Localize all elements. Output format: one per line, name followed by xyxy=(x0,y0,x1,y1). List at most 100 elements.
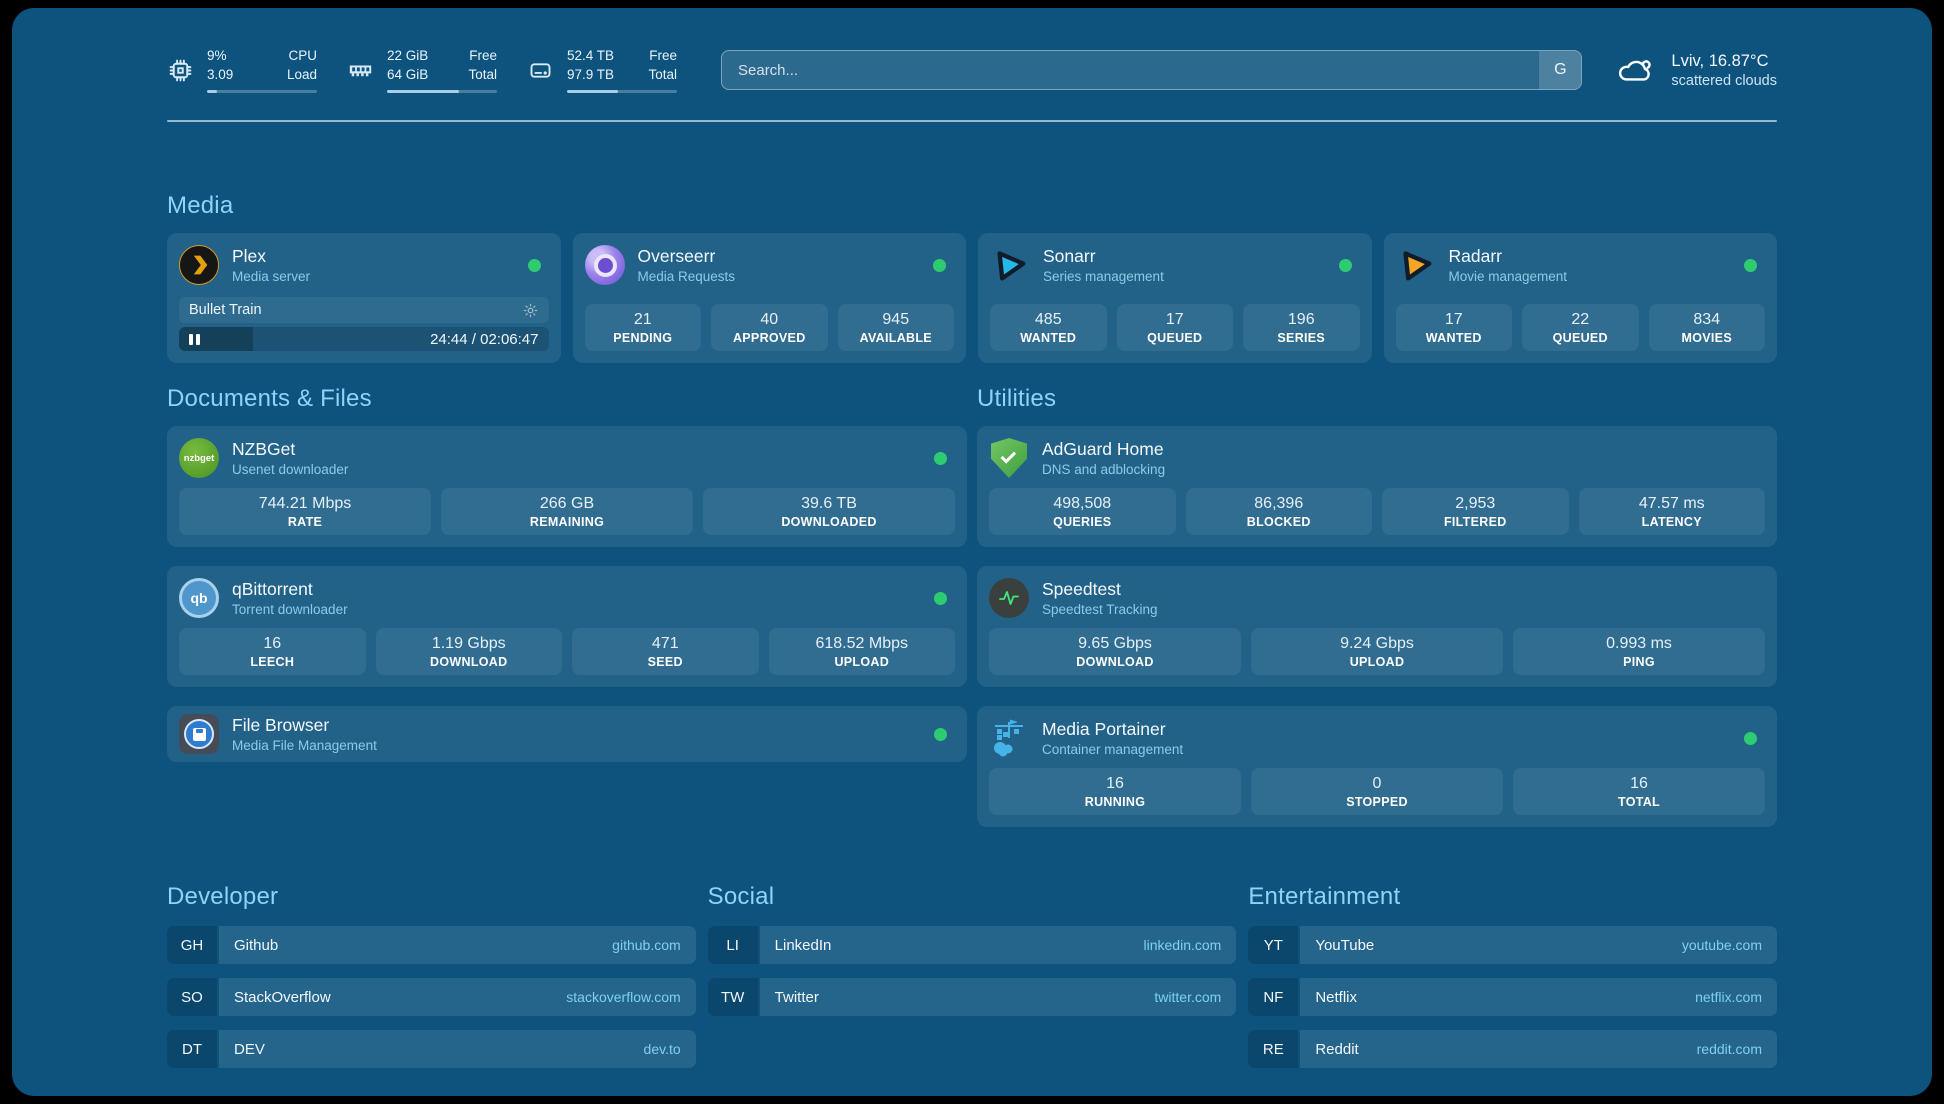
card-portainer[interactable]: Media Portainer Container management 16 … xyxy=(977,706,1777,827)
stat-tile: 39.6 TB DOWNLOADED xyxy=(703,488,955,535)
stat-tile: 834 MOVIES xyxy=(1648,304,1765,351)
filebrowser-logo-icon xyxy=(179,714,219,754)
stat-tile: 618.52 Mbps UPLOAD xyxy=(768,628,955,675)
stat-tile: 744.21 Mbps RATE xyxy=(179,488,431,535)
plex-logo-icon xyxy=(179,245,219,285)
bookmark-github[interactable]: GH Github github.com xyxy=(167,926,696,964)
stat-tile: 40 APPROVED xyxy=(711,304,828,351)
card-subtitle: Container management xyxy=(1042,742,1184,757)
card-subtitle: Movie management xyxy=(1448,269,1568,284)
weather-location-temp: Lviv, 16.87°C xyxy=(1671,51,1769,70)
bookmark-name: Github xyxy=(234,936,279,954)
memory-label-2: Total xyxy=(468,66,497,82)
top-bar: 9% 3.09 CPU Load xyxy=(167,42,1777,98)
header-divider xyxy=(167,120,1777,122)
status-dot xyxy=(933,258,946,272)
search-input[interactable] xyxy=(721,50,1583,90)
search-provider-button[interactable]: G xyxy=(1539,51,1582,89)
bookmark-group-entertainment: Entertainment YT YouTube youtube.com NF … xyxy=(1248,883,1777,1068)
bookmark-name: YouTube xyxy=(1315,936,1375,954)
card-title: Sonarr xyxy=(1043,246,1096,266)
cpu-progress-track xyxy=(207,89,317,94)
stat-tile: 498,508 QUERIES xyxy=(989,488,1176,535)
card-nzbget[interactable]: nzbget NZBGet Usenet downloader 744.21 M… xyxy=(167,426,967,547)
speedtest-logo-icon xyxy=(989,578,1029,618)
card-speedtest[interactable]: Speedtest Speedtest Tracking 9.65 Gbps D… xyxy=(977,566,1777,687)
card-title: NZBGet xyxy=(232,439,296,459)
status-dot xyxy=(1744,258,1757,272)
bookmark-name: StackOverflow xyxy=(234,988,331,1006)
bookmark-url: dev.to xyxy=(643,1041,681,1057)
bookmark-youtube[interactable]: YT YouTube youtube.com xyxy=(1248,926,1777,964)
stat-tile: 1.19 Gbps DOWNLOAD xyxy=(375,628,562,675)
cpu-label-2: Load xyxy=(286,66,317,82)
resource-cpu: 9% 3.09 CPU Load xyxy=(167,47,317,94)
card-radarr[interactable]: Radarr Movie management 17 WANTED 22 QUE… xyxy=(1383,233,1777,363)
stat-tile: 471 SEED xyxy=(572,628,759,675)
memory-free: 22 GiB xyxy=(387,47,429,63)
cpu-progress-fill xyxy=(207,89,217,94)
bookmark-url: twitter.com xyxy=(1154,989,1222,1005)
stat-tile: 17 QUEUED xyxy=(1116,304,1233,351)
weather-widget[interactable]: Lviv, 16.87°C scattered clouds xyxy=(1616,52,1777,89)
card-subtitle: Series management xyxy=(1043,269,1164,284)
card-sonarr[interactable]: Sonarr Series management 485 WANTED 17 Q… xyxy=(978,233,1372,363)
card-title: Overseerr xyxy=(637,246,716,266)
playback-progress-bar[interactable]: 24:44 / 02:06:47 xyxy=(179,327,549,351)
bookmark-url: stackoverflow.com xyxy=(566,989,681,1005)
nzbget-logo-icon: nzbget xyxy=(179,438,219,478)
search-bar: G xyxy=(721,50,1583,90)
gear-icon[interactable] xyxy=(522,302,539,319)
now-playing-title: Bullet Train xyxy=(189,302,262,318)
bookmark-group-social: Social LI LinkedIn linkedin.com TW Twitt… xyxy=(707,883,1237,1068)
cpu-label-1: CPU xyxy=(288,47,317,63)
card-filebrowser[interactable]: File Browser Media File Management xyxy=(167,706,967,762)
card-title: File Browser xyxy=(232,715,330,735)
card-overseerr[interactable]: Overseerr Media Requests 21 PENDING 40 A… xyxy=(572,233,966,363)
bookmark-url: youtube.com xyxy=(1681,937,1762,953)
stat-tile: 16 RUNNING xyxy=(989,768,1241,815)
bookmark-abbr: TW xyxy=(707,978,758,1016)
cpu-icon xyxy=(169,59,192,81)
bookmark-abbr: NF xyxy=(1248,978,1299,1016)
card-subtitle: DNS and adblocking xyxy=(1042,462,1166,477)
section-media: Media Plex Media server Bullet Train xyxy=(167,192,1777,363)
overseerr-logo-icon xyxy=(584,245,625,285)
card-plex[interactable]: Plex Media server Bullet Train xyxy=(167,233,561,363)
stat-tile: 0 STOPPED xyxy=(1251,768,1503,815)
bookmark-linkedin[interactable]: LI LinkedIn linkedin.com xyxy=(707,926,1237,964)
weather-condition: scattered clouds xyxy=(1671,72,1777,89)
stat-tile: 945 AVAILABLE xyxy=(837,304,954,351)
stat-tile: 16 TOTAL xyxy=(1513,768,1765,815)
card-subtitle: Media Requests xyxy=(637,269,736,284)
bookmark-stackoverflow[interactable]: SO StackOverflow stackoverflow.com xyxy=(167,978,696,1016)
bookmark-dev[interactable]: DT DEV dev.to xyxy=(167,1030,696,1068)
disk-label-2: Total xyxy=(648,66,677,82)
pause-icon[interactable] xyxy=(189,333,200,345)
bookmark-reddit[interactable]: RE Reddit reddit.com xyxy=(1248,1030,1777,1068)
resource-disk: 52.4 TB 97.9 TB Free Total xyxy=(527,47,677,94)
bookmark-twitter[interactable]: TW Twitter twitter.com xyxy=(707,978,1237,1016)
stat-tile: 22 QUEUED xyxy=(1522,304,1639,351)
disk-label-1: Free xyxy=(649,47,677,63)
bookmark-name: Reddit xyxy=(1315,1040,1359,1058)
card-qbittorrent[interactable]: qb qBittorrent Torrent downloader 16 LEE… xyxy=(167,566,967,687)
disk-icon xyxy=(530,62,551,78)
disk-progress-fill xyxy=(567,89,618,94)
card-subtitle: Media server xyxy=(232,269,311,284)
bookmark-name: LinkedIn xyxy=(774,936,832,954)
memory-progress-track xyxy=(387,89,497,94)
bookmark-url: linkedin.com xyxy=(1143,937,1222,953)
stat-tile: 17 WANTED xyxy=(1395,304,1512,351)
bookmark-abbr: RE xyxy=(1248,1030,1299,1068)
bookmark-netflix[interactable]: NF Netflix netflix.com xyxy=(1248,978,1777,1016)
card-adguard[interactable]: AdGuard Home DNS and adblocking 498,508 … xyxy=(977,426,1777,547)
section-title-media: Media xyxy=(167,192,234,219)
stat-tile: 16 LEECH xyxy=(179,628,366,675)
section-documents: Documents & Files nzbget NZBGet Usenet d… xyxy=(167,385,967,827)
resource-memory: 22 GiB 64 GiB Free Total xyxy=(347,47,497,94)
radarr-logo-icon xyxy=(1396,245,1436,285)
bookmark-abbr: YT xyxy=(1248,926,1299,964)
disk-total: 97.9 TB xyxy=(567,66,615,82)
status-dot xyxy=(1744,731,1757,745)
